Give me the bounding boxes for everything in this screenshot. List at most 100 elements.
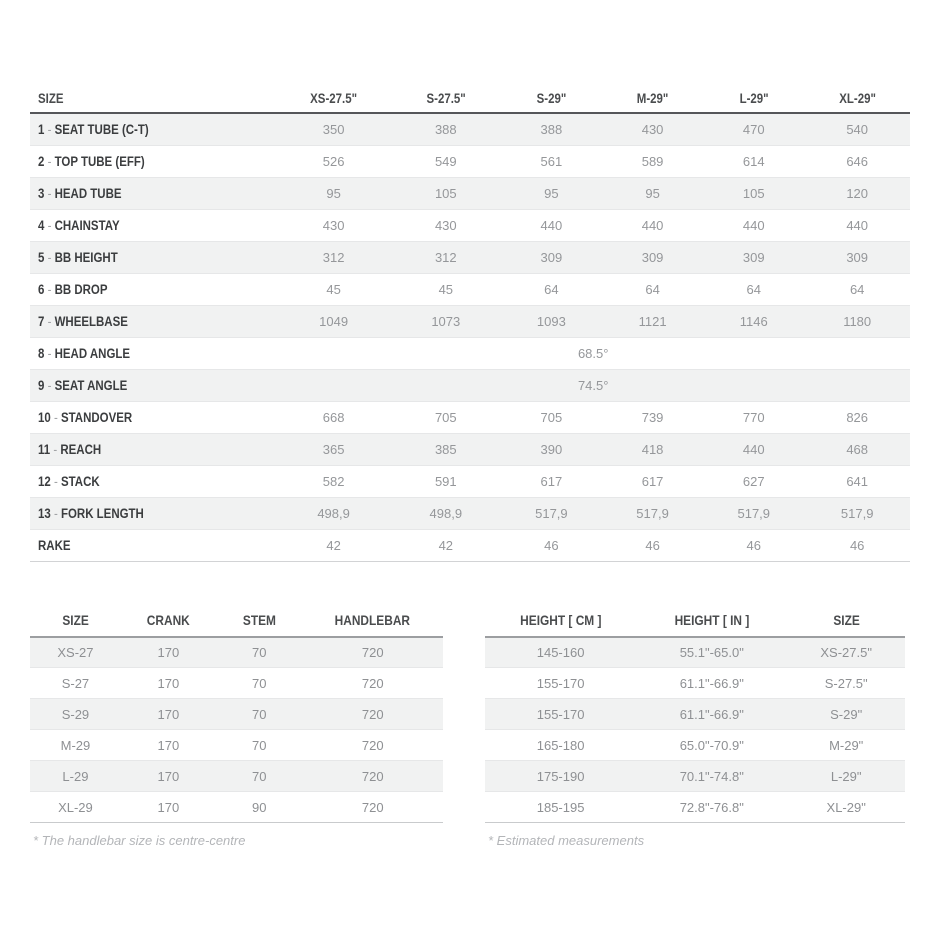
components-col-header: CRANK (120, 603, 216, 638)
height-cm-value: 155-170 (536, 706, 585, 722)
row-name: TOP TUBE (EFF) (54, 153, 145, 169)
row-label: 1 - SEAT TUBE (C-T) (30, 113, 276, 145)
row-number: 3 (38, 185, 45, 201)
table-row: 155-170 61.1"-66.9" S-27.5" (485, 668, 905, 699)
geometry-value: 430 (641, 121, 664, 137)
size-col-header-label: SIZE (832, 611, 860, 628)
geometry-value: 1121 (638, 313, 667, 329)
geometry-value: 312 (434, 249, 457, 265)
geometry-value: 1073 (431, 313, 461, 329)
row-separator: - (44, 249, 55, 265)
table-row: S-29 170 70 720 (30, 698, 443, 730)
component-handlebar: 720 (361, 768, 384, 784)
component-stem: 90 (251, 799, 267, 815)
geometry-value: 42 (438, 537, 454, 553)
row-name: WHEELBASE (54, 313, 128, 329)
table-row: 4 - CHAINSTAY 430 430 440 440 440 440 (30, 209, 910, 241)
row-number: 10 (38, 409, 51, 425)
geometry-value: 641 (846, 473, 869, 489)
row-separator: - (44, 281, 55, 297)
geometry-value: 627 (742, 473, 765, 489)
measurements-footnote: * Estimated measurements (488, 833, 645, 848)
geometry-value: 668 (322, 409, 345, 425)
row-label: 2 - TOP TUBE (EFF) (30, 145, 276, 177)
geometry-col-header-label: L-29" (739, 91, 769, 106)
row-label: 11 - REACH (30, 433, 276, 465)
component-crank: 170 (157, 675, 180, 691)
table-row: 185-195 72.8"-76.8" XL-29" (485, 792, 905, 823)
row-label: 12 - STACK (30, 465, 276, 497)
geometry-col-header: XS-27.5" (276, 85, 391, 114)
geometry-value: 309 (540, 249, 563, 265)
row-name: FORK LENGTH (60, 505, 144, 521)
geometry-value: 64 (544, 281, 559, 297)
geometry-value: 309 (742, 249, 765, 265)
geometry-value: 390 (540, 441, 563, 457)
geometry-value: 46 (849, 537, 865, 553)
size-value: S-27.5" (824, 675, 868, 691)
table-row: 1 - SEAT TUBE (C-T) 350 388 388 430 470 … (30, 113, 910, 145)
row-label: RAKE (30, 529, 276, 561)
table-row: 175-190 70.1"-74.8" L-29" (485, 760, 905, 792)
row-number: 7 (38, 313, 45, 329)
geometry-col-header-label: S-29" (536, 91, 567, 106)
geometry-value: 517,9 (535, 505, 568, 521)
table-row: S-27 170 70 720 (30, 668, 443, 699)
geometry-value-merged: 74.5° (577, 377, 609, 393)
geometry-value: 770 (742, 409, 765, 425)
size-value: XS-27.5" (820, 644, 872, 660)
geometry-value: 540 (846, 121, 869, 137)
height-in-value: 65.0"-70.9" (679, 737, 744, 753)
table-row: 165-180 65.0"-70.9" M-29" (485, 730, 905, 761)
geometry-col-header: XL-29" (804, 85, 910, 114)
row-number: 13 (38, 505, 51, 521)
row-label: 13 - FORK LENGTH (30, 497, 276, 529)
geometry-value: 498,9 (429, 505, 463, 521)
component-size: S-27 (61, 675, 90, 691)
geometry-col-header-label: S-27.5" (426, 91, 466, 106)
geometry-value: 45 (438, 281, 454, 297)
geometry-value: 617 (641, 473, 664, 489)
geometry-value: 64 (746, 281, 761, 297)
geometry-value: 64 (849, 281, 865, 297)
rider-height-column: HEIGHT [ CM ] HEIGHT [ IN ] SIZE 145-160… (485, 603, 905, 848)
geometry-value: 1180 (843, 313, 872, 329)
row-number: 9 (38, 377, 45, 393)
row-number: 2 (38, 153, 45, 169)
geometry-col-header-label: XL-29" (838, 91, 876, 106)
row-label: 5 - BB HEIGHT (30, 241, 276, 273)
geometry-value: 430 (434, 217, 457, 233)
geometry-value: 705 (434, 409, 457, 425)
table-row: 13 - FORK LENGTH 498,9 498,9 517,9 517,9… (30, 497, 910, 529)
geometry-value: 46 (544, 537, 559, 553)
size-chart-page: SIZE XS-27.5" S-27.5" S-29" M-29" L-29" … (30, 85, 910, 848)
table-row: 7 - WHEELBASE 1049 1073 1093 1121 1146 1… (30, 305, 910, 337)
table-row: M-29 170 70 720 (30, 730, 443, 761)
table-row: 9 - SEAT ANGLE 74.5° (30, 369, 910, 401)
bottom-tables-section: SIZE CRANK STEM HANDLEBAR XS-27 170 70 7… (30, 603, 910, 848)
row-name: BB DROP (54, 281, 108, 297)
geometry-value: 517,9 (840, 505, 874, 521)
row-name: HEAD ANGLE (54, 345, 131, 361)
row-separator: - (50, 473, 61, 489)
row-label: 3 - HEAD TUBE (30, 177, 276, 209)
geometry-value: 309 (846, 249, 869, 265)
table-row: L-29 170 70 720 (30, 760, 443, 792)
size-column-header: SIZE (30, 85, 277, 114)
size-value: XL-29" (826, 799, 866, 815)
component-size: XL-29 (58, 799, 93, 815)
component-stem: 70 (251, 675, 267, 691)
row-name: SEAT TUBE (C-T) (54, 121, 149, 137)
components-col-header: SIZE (30, 603, 121, 638)
height-in-value: 72.8"-76.8" (679, 799, 744, 815)
table-row: RAKE 42 42 46 46 46 46 (30, 529, 910, 561)
component-handlebar: 720 (361, 675, 384, 691)
geometry-value: 430 (322, 217, 345, 233)
components-col-header-label: SIZE (62, 611, 89, 628)
row-label: 9 - SEAT ANGLE (30, 369, 276, 401)
components-table: SIZE CRANK STEM HANDLEBAR XS-27 170 70 7… (30, 603, 443, 824)
component-handlebar: 720 (361, 737, 384, 753)
geometry-value: 646 (846, 153, 869, 169)
geometry-value: 526 (322, 153, 345, 169)
row-label: 6 - BB DROP (30, 273, 276, 305)
